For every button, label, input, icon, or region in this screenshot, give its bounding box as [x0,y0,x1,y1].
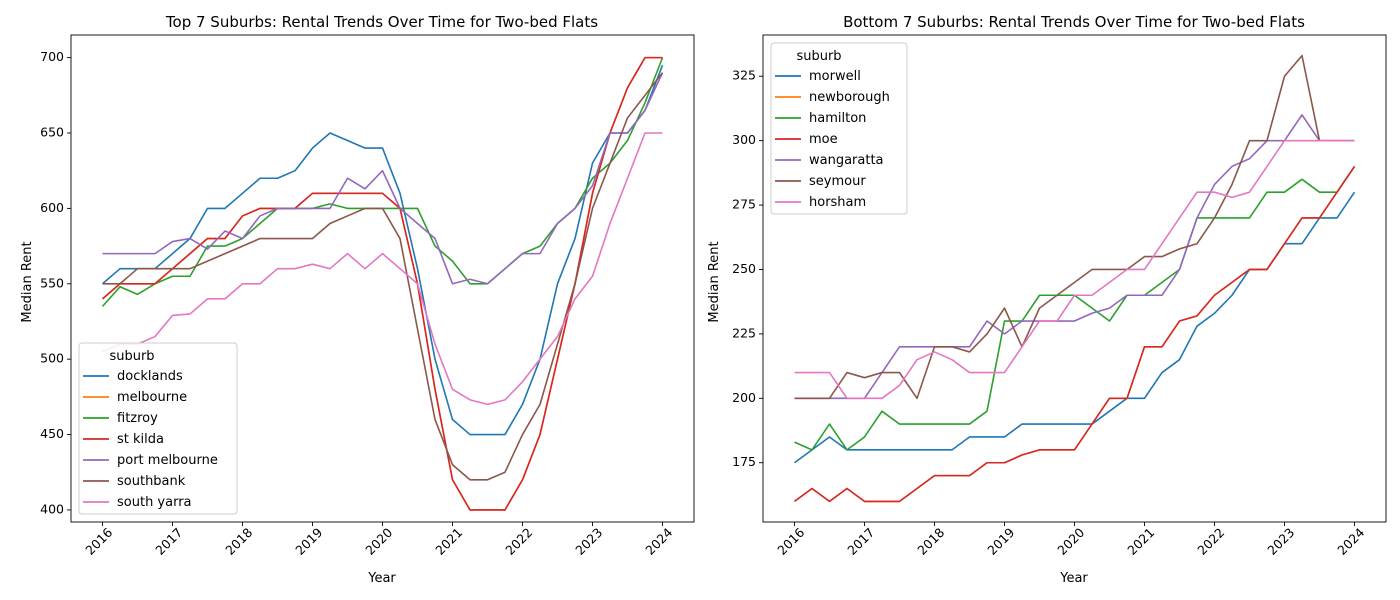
series-line-docklands [101,64,664,436]
legend-entry-seymour: seymour [809,174,866,189]
y-tick-label: 650 [40,125,64,140]
legend-entry-hamilton: hamilton [809,111,866,126]
x-tick-label: 2017 [844,525,877,558]
legend-entry-newborough: newborough [809,90,890,105]
y-tick-label: 550 [40,275,64,290]
y-tick-label: 600 [40,200,64,215]
legend: suburb morwell newborough hamilton moe wangar… [770,42,908,215]
series-line-moe [794,165,1356,503]
legend: suburb docklands melbourne fitzroy st kilda p… [78,342,238,515]
chart-title: Bottom 7 Suburbs: Rental Trends Over Tim… [843,13,1305,31]
y-tick-label: 275 [732,197,756,212]
x-tick-label: 2017 [152,525,185,558]
x-axis-label: Year [1059,571,1088,586]
legend-entry-moe: moe [809,132,838,147]
legend-box [770,42,908,215]
x-tick-label: 2020 [362,525,395,558]
y-tick-label: 500 [40,351,64,366]
legend-entry-st-kilda: st kilda [117,432,164,447]
series-line-morwell [794,191,1356,464]
y-tick-label: 300 [732,132,756,147]
legend-box [78,342,238,515]
y-tick-label: 450 [40,426,64,441]
x-tick-label: 2020 [1054,525,1087,558]
x-tick-label: 2023 [1264,525,1297,558]
x-tick-label: 2018 [914,525,947,558]
legend-entry-fitzroy: fitzroy [117,411,158,426]
series-lines [101,56,664,511]
legend-entry-docklands: docklands [117,369,183,384]
x-tick-label: 2022 [1194,525,1227,558]
legend-entry-morwell: morwell [809,69,861,84]
x-tick-label: 2018 [222,525,255,558]
series-line-st-kilda [101,56,663,511]
x-tick-label: 2023 [572,525,605,558]
series-line-horsham [794,139,1355,400]
x-axis-label: Year [367,571,396,586]
y-tick-label: 400 [40,501,64,516]
series-line-port-melbourne [102,72,664,285]
series-line-southbank [102,72,664,481]
x-tick-label: 2021 [1124,525,1157,558]
legend-entry-melbourne: melbourne [117,390,187,405]
y-tick-label: 175 [732,454,756,469]
legend-entry-horsham: horsham [809,195,866,210]
y-axis-label: Median Rent [20,241,35,322]
legend-title: suburb [796,49,841,64]
legend-entry-south-yarra: south yarra [117,495,192,510]
series-line-newborough [794,165,1356,503]
series-lines [794,54,1356,503]
x-tick-label: 2021 [432,525,465,558]
y-tick-label: 200 [732,390,756,405]
legend-entry-port-melbourne: port melbourne [117,453,218,468]
series-line-wangaratta [794,114,1355,400]
chart-title: Top 7 Suburbs: Rental Trends Over Time f… [165,13,598,31]
series-line-seymour [794,54,1355,400]
chart-top-7-suburbs: Top 7 Suburbs: Rental Trends Over Time f… [20,13,695,586]
y-tick-label: 700 [40,49,64,64]
legend-entry-wangaratta: wangaratta [809,153,884,168]
x-tick-label: 2024 [642,525,675,558]
series-line-south-yarra [102,132,663,406]
x-tick-label: 2022 [502,525,535,558]
x-tick-label: 2016 [82,525,115,558]
y-tick-label: 225 [732,325,756,340]
legend-title: suburb [109,349,154,364]
y-axis-label: Median Rent [707,241,722,322]
x-tick-label: 2024 [1334,525,1367,558]
legend-entry-southbank: southbank [117,474,186,489]
chart-bottom-7-suburbs: Bottom 7 Suburbs: Rental Trends Over Tim… [707,13,1387,586]
y-tick-label: 250 [732,261,756,276]
x-tick-label: 2016 [774,525,807,558]
x-tick-label: 2019 [984,525,1017,558]
y-tick-label: 325 [732,68,756,83]
x-tick-label: 2019 [292,525,325,558]
